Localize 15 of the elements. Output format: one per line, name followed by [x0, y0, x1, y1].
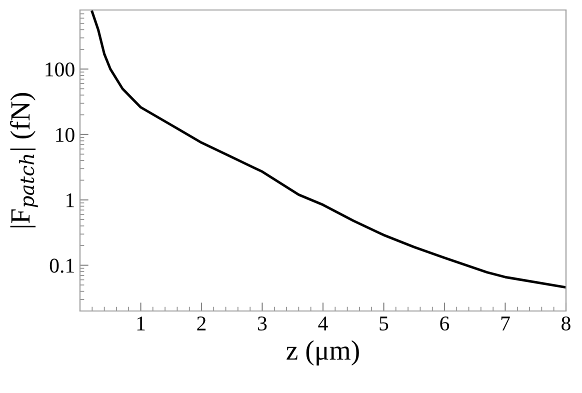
x-tick-label: 2 — [197, 316, 206, 330]
y-tick-label: 10 — [56, 128, 74, 142]
y-axis-title: |F$_{patch}$| (fN) — [10, 93, 38, 228]
line-series — [90, 10, 566, 289]
x-tick-label: 6 — [440, 316, 450, 331]
y-tick-label: 0.1 — [50, 258, 74, 273]
x-axis-title: z (μm) — [286, 340, 359, 366]
y-tick-label: 1 — [66, 193, 74, 208]
y-tick-label: 100 — [46, 62, 74, 76]
x-tick-label: 4 — [318, 316, 328, 330]
x-tick-label: 5 — [380, 316, 388, 331]
x-tick-label: 3 — [258, 316, 267, 331]
x-tick-label: 8 — [562, 316, 570, 331]
x-tick-label: 7 — [501, 316, 510, 330]
x-tick-label: 1 — [137, 316, 145, 330]
